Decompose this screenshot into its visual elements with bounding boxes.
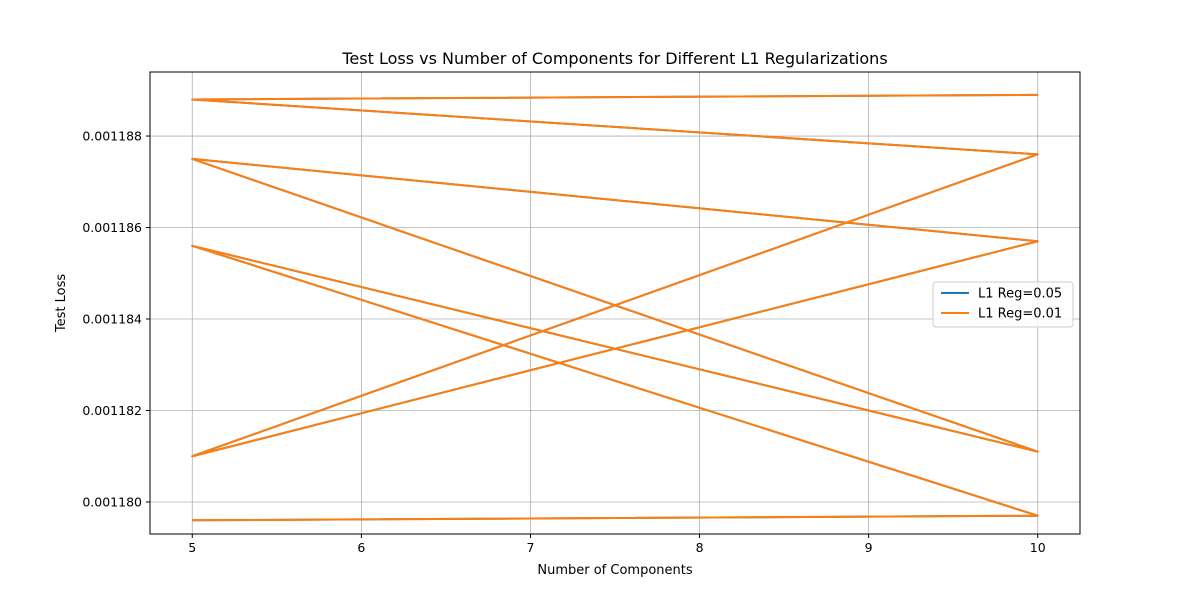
chart-title: Test Loss vs Number of Components for Di…: [341, 49, 887, 68]
series-line-2: [191, 93, 1039, 522]
x-tick-label: 5: [188, 540, 196, 555]
y-axis-label: Test Loss: [54, 274, 69, 333]
tick-layer: 5 6 7 8 9 10 0.001180 0.001182 0.001184 0.001186 0…: [82, 129, 1045, 555]
plot-frame: [149, 71, 1081, 535]
x-tick-label: 6: [357, 540, 365, 555]
x-tick-label: 10: [1030, 540, 1046, 555]
series-layer: [191, 93, 1039, 522]
x-tick-label: 9: [865, 540, 873, 555]
y-tick-label: 0.001186: [82, 220, 142, 235]
x-tick-label: 7: [526, 540, 534, 555]
legend: L1 Reg=0.05 L1 Reg=0.01: [932, 281, 1074, 328]
legend-label-series-2: L1 Reg=0.01: [978, 307, 1062, 322]
y-tick-label: 0.001184: [82, 312, 142, 327]
series-line-1: [191, 93, 1039, 522]
y-tick-label: 0.001182: [82, 403, 142, 418]
y-tick-label: 0.001188: [82, 129, 142, 144]
x-axis-label: Number of Components: [537, 563, 692, 578]
legend-label-series-1: L1 Reg=0.05: [978, 287, 1062, 302]
x-tick-label: 8: [696, 540, 704, 555]
y-tick-label: 0.001180: [82, 494, 142, 509]
